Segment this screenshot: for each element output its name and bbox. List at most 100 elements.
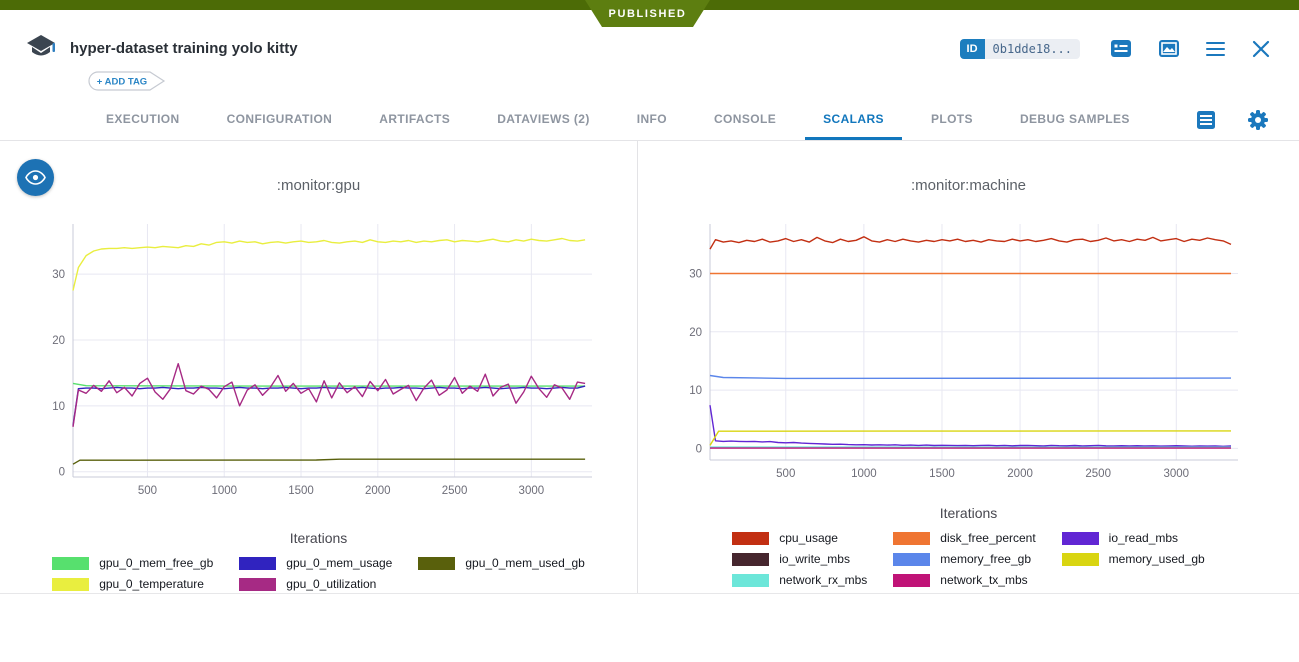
x-axis-title: Iterations bbox=[638, 505, 1299, 521]
tab-bar: EXECUTION CONFIGURATIONARTIFACTS DATAVIEWS… bbox=[0, 100, 1299, 141]
tab-artifacts[interactable]: ARTIFACTS bbox=[361, 100, 468, 140]
chart-svg: 0 10 20 30 500 1000 1500 2000 2500 3000 bbox=[670, 214, 1246, 484]
tab-console[interactable]: CONSOLE bbox=[696, 100, 794, 140]
legend-swatch bbox=[732, 532, 769, 545]
tab-execution[interactable]: EXECUTION bbox=[88, 100, 198, 140]
legend-item-cpu_usage[interactable]: cpu_usage bbox=[732, 531, 867, 545]
legend-item-gpu_0_utilization[interactable]: gpu_0_utilization bbox=[239, 577, 392, 591]
tab-configuration[interactable]: CONFIGURATION bbox=[209, 100, 351, 140]
svg-text:10: 10 bbox=[689, 385, 702, 397]
legend-label: gpu_0_mem_free_gb bbox=[99, 556, 213, 570]
experiment-title: hyper-dataset training yolo kitty bbox=[70, 40, 298, 57]
top-status-bar: PUBLISHED bbox=[0, 0, 1299, 10]
scalars-panel: :monitor:gpu 0 10 20 30 500 1000 1500 2000 2500 3… bbox=[0, 141, 1299, 594]
svg-text:2500: 2500 bbox=[1085, 468, 1111, 480]
svg-text:2500: 2500 bbox=[442, 485, 468, 497]
svg-text:20: 20 bbox=[689, 327, 702, 339]
legend-item-network_rx_mbs[interactable]: network_rx_mbs bbox=[732, 573, 867, 587]
legend-swatch bbox=[52, 578, 89, 591]
legend-item-io_write_mbs[interactable]: io_write_mbs bbox=[732, 552, 867, 566]
add-tag-button[interactable]: + ADD TAG bbox=[88, 70, 170, 97]
legend-swatch bbox=[52, 557, 89, 570]
chart-card-monitor-gpu: :monitor:gpu 0 10 20 30 500 1000 1500 2000 2500 3… bbox=[0, 141, 637, 593]
legend-label: network_rx_mbs bbox=[779, 573, 867, 587]
svg-text:2000: 2000 bbox=[365, 485, 391, 497]
legend-swatch bbox=[732, 574, 769, 587]
legend-label: gpu_0_mem_used_gb bbox=[465, 556, 584, 570]
legend-swatch bbox=[239, 557, 276, 570]
svg-text:10: 10 bbox=[52, 401, 65, 413]
gpu-chart-plot[interactable]: 0 10 20 30 500 1000 1500 2000 2500 3000 bbox=[33, 214, 637, 506]
settings-gear-icon[interactable] bbox=[1247, 109, 1269, 131]
legend-label: io_read_mbs bbox=[1109, 531, 1178, 545]
legend-label: gpu_0_temperature bbox=[99, 577, 204, 591]
image-preview-icon[interactable] bbox=[1158, 38, 1180, 60]
legend-item-gpu_0_temperature[interactable]: gpu_0_temperature bbox=[52, 577, 213, 591]
svg-text:2000: 2000 bbox=[1007, 468, 1033, 480]
legend-item-gpu_0_mem_usage[interactable]: gpu_0_mem_usage bbox=[239, 556, 392, 570]
legend-swatch bbox=[239, 578, 276, 591]
header-controls: ID 0b1dde18... bbox=[960, 38, 1271, 60]
legend-item-network_tx_mbs[interactable]: network_tx_mbs bbox=[893, 573, 1035, 587]
tabbar-actions bbox=[1195, 109, 1269, 131]
legend-label: cpu_usage bbox=[779, 531, 838, 545]
svg-text:30: 30 bbox=[52, 269, 65, 281]
details-panel-icon[interactable] bbox=[1110, 38, 1132, 60]
legend-label: network_tx_mbs bbox=[940, 573, 1027, 587]
tab-scalars[interactable]: SCALARS bbox=[805, 100, 902, 140]
tab-debug-samples[interactable]: DEBUG SAMPLES bbox=[1002, 100, 1148, 140]
gpu-chart-legend: gpu_0_mem_free_gb gpu_0_mem_usage gpu_0_me… bbox=[0, 556, 637, 591]
chart-svg: 0 10 20 30 500 1000 1500 2000 2500 3000 bbox=[33, 214, 600, 501]
tab-dataviews-2[interactable]: DATAVIEWS (2) bbox=[479, 100, 608, 140]
chart-title: :monitor:machine bbox=[638, 177, 1299, 195]
metrics-table-icon[interactable] bbox=[1195, 109, 1217, 131]
legend-label: io_write_mbs bbox=[779, 552, 850, 566]
machine-chart-legend: cpu_usage disk_free_percent io_read_mbs io_… bbox=[638, 531, 1299, 587]
svg-text:0: 0 bbox=[59, 467, 65, 479]
legend-swatch bbox=[1062, 553, 1099, 566]
legend-swatch bbox=[1062, 532, 1099, 545]
svg-text:1000: 1000 bbox=[211, 485, 237, 497]
menu-icon[interactable] bbox=[1206, 42, 1225, 57]
tab-plots[interactable]: PLOTS bbox=[913, 100, 991, 140]
id-value: 0b1dde18... bbox=[985, 39, 1080, 59]
svg-text:0: 0 bbox=[696, 443, 702, 455]
tabs-nav: EXECUTION CONFIGURATIONARTIFACTS DATAVIEWS… bbox=[88, 100, 1159, 140]
svg-text:500: 500 bbox=[138, 485, 157, 497]
add-tag-label: + ADD TAG bbox=[97, 77, 147, 88]
legend-swatch bbox=[893, 553, 930, 566]
machine-chart-plot[interactable]: 0 10 20 30 500 1000 1500 2000 2500 3000 bbox=[670, 214, 1299, 489]
svg-text:1500: 1500 bbox=[288, 485, 314, 497]
x-axis-title: Iterations bbox=[0, 530, 637, 546]
legend-swatch bbox=[732, 553, 769, 566]
svg-text:1500: 1500 bbox=[929, 468, 955, 480]
svg-text:20: 20 bbox=[52, 335, 65, 347]
legend-item-gpu_0_mem_free_gb[interactable]: gpu_0_mem_free_gb bbox=[52, 556, 213, 570]
legend-swatch bbox=[418, 557, 455, 570]
svg-text:500: 500 bbox=[776, 468, 795, 480]
svg-text:3000: 3000 bbox=[519, 485, 545, 497]
legend-label: gpu_0_mem_usage bbox=[286, 556, 392, 570]
clearml-logo-icon bbox=[26, 34, 56, 67]
tab-info[interactable]: INFO bbox=[619, 100, 685, 140]
legend-item-io_read_mbs[interactable]: io_read_mbs bbox=[1062, 531, 1205, 545]
legend-label: disk_free_percent bbox=[940, 531, 1035, 545]
legend-item-memory_free_gb[interactable]: memory_free_gb bbox=[893, 552, 1035, 566]
legend-swatch bbox=[893, 574, 930, 587]
id-label: ID bbox=[960, 39, 985, 59]
close-icon[interactable] bbox=[1251, 39, 1271, 59]
legend-label: memory_used_gb bbox=[1109, 552, 1205, 566]
svg-text:30: 30 bbox=[689, 269, 702, 281]
chart-title: :monitor:gpu bbox=[0, 177, 637, 195]
legend-label: memory_free_gb bbox=[940, 552, 1031, 566]
published-badge: PUBLISHED bbox=[585, 0, 710, 27]
svg-text:1000: 1000 bbox=[851, 468, 877, 480]
hide-plots-eye-icon[interactable] bbox=[17, 159, 54, 196]
legend-item-gpu_0_mem_used_gb[interactable]: gpu_0_mem_used_gb bbox=[418, 556, 584, 570]
legend-label: gpu_0_utilization bbox=[286, 577, 376, 591]
experiment-id-chip[interactable]: ID 0b1dde18... bbox=[960, 39, 1080, 59]
svg-text:3000: 3000 bbox=[1163, 468, 1189, 480]
legend-swatch bbox=[893, 532, 930, 545]
legend-item-disk_free_percent[interactable]: disk_free_percent bbox=[893, 531, 1035, 545]
legend-item-memory_used_gb[interactable]: memory_used_gb bbox=[1062, 552, 1205, 566]
